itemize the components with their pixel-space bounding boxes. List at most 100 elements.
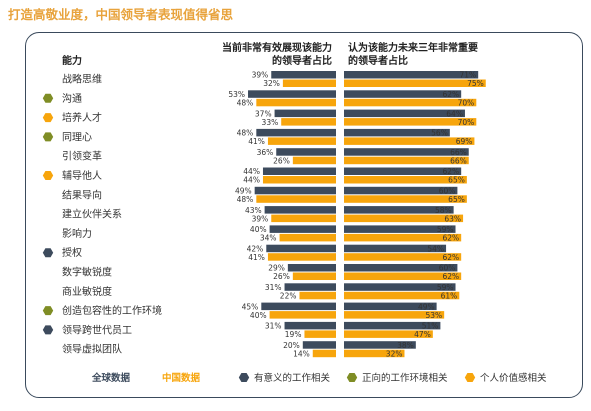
value-label: 49% xyxy=(235,187,252,196)
bar-global-current xyxy=(284,283,336,291)
value-label: 49% xyxy=(418,302,435,311)
bar-global-current xyxy=(284,321,336,330)
value-label: 59% xyxy=(437,283,454,292)
category-label: 创造包容性的工作环境 xyxy=(62,304,162,317)
category-label: 引领变革 xyxy=(62,150,102,163)
bar-global-current xyxy=(269,225,336,233)
hexagon-legend-icon xyxy=(238,373,250,382)
hexagon-legend-icon xyxy=(346,373,358,382)
bar-china-future xyxy=(344,214,464,223)
value-label: 65% xyxy=(448,176,465,185)
bar-china-future xyxy=(344,349,405,358)
value-label: 70% xyxy=(458,118,475,127)
bar-china-future xyxy=(344,233,462,242)
value-label: 29% xyxy=(268,264,285,273)
bar-china-current xyxy=(256,195,336,203)
value-label: 51% xyxy=(422,322,439,331)
bar-china-current xyxy=(281,118,336,126)
hexagon-legend-icon xyxy=(464,373,476,382)
category-label: 沟通 xyxy=(62,92,82,105)
value-label: 69% xyxy=(456,137,473,146)
bar-china-future xyxy=(344,253,462,261)
value-label: 32% xyxy=(386,349,403,358)
bar-china-current xyxy=(292,272,336,280)
value-label: 62% xyxy=(443,167,460,176)
hexagon-marker-icon xyxy=(42,132,54,142)
value-label: 31% xyxy=(265,322,282,331)
value-label: 39% xyxy=(252,214,269,223)
bar-china-current xyxy=(279,233,336,242)
right-panel-title: 的领导者占比 xyxy=(348,54,408,67)
bar-global-current xyxy=(274,109,336,118)
bar-global-future xyxy=(344,321,441,330)
category-label: 建立伙伴关系 xyxy=(62,208,122,221)
bar-global-current xyxy=(261,302,336,311)
bar-global-current xyxy=(262,167,336,175)
bar-global-future xyxy=(344,128,450,137)
bar-global-future xyxy=(344,225,456,233)
chart-frame xyxy=(25,32,583,398)
value-label: 26% xyxy=(273,156,290,165)
bar-china-current xyxy=(267,137,336,145)
category-label: 商业敏锐度 xyxy=(62,285,112,298)
category-label: 领导虚拟团队 xyxy=(62,343,122,356)
value-label: 54% xyxy=(427,244,444,253)
value-label: 53% xyxy=(425,311,442,320)
value-label: 44% xyxy=(243,167,260,176)
bar-china-future xyxy=(344,118,477,126)
bar-china-future xyxy=(344,176,467,184)
value-label: 62% xyxy=(443,234,460,243)
page-title: 打造高敬业度，中国领导者表现值得省思 xyxy=(8,7,234,22)
bar-global-future xyxy=(344,341,416,349)
value-label: 31% xyxy=(265,283,282,292)
bar-global-current xyxy=(254,186,336,195)
value-label: 61% xyxy=(441,292,458,301)
legend-positive-environment: 正向的工作环境相关 xyxy=(362,372,448,384)
bar-china-future xyxy=(344,156,469,165)
value-label: 66% xyxy=(450,148,467,157)
category-label: 影响力 xyxy=(62,227,92,240)
value-label: 40% xyxy=(250,225,267,234)
bar-global-future xyxy=(344,283,456,291)
category-label: 培养人才 xyxy=(62,111,102,124)
bar-china-future xyxy=(344,291,460,300)
bar-global-future xyxy=(344,109,465,118)
left-panel-title: 当前非常有效展现该能力 xyxy=(222,41,332,54)
bar-global-current xyxy=(302,341,336,349)
bar-global-future xyxy=(344,186,458,195)
value-label: 44% xyxy=(243,176,260,185)
value-label: 62% xyxy=(443,272,460,281)
bar-china-current xyxy=(299,291,336,300)
category-label: 辅导他人 xyxy=(62,169,102,182)
legend-global: 全球数据 xyxy=(91,372,131,384)
value-label: 34% xyxy=(260,234,277,243)
bar-china-current xyxy=(256,98,336,107)
value-label: 41% xyxy=(248,253,265,262)
bar-china-future xyxy=(344,98,477,107)
legend-china: 中国数据 xyxy=(162,372,201,384)
value-label: 19% xyxy=(285,330,302,339)
category-label: 领导跨世代员工 xyxy=(62,323,132,336)
category-label: 同理心 xyxy=(62,131,92,143)
value-label: 59% xyxy=(437,225,454,234)
value-label: 62% xyxy=(443,253,460,262)
hexagon-marker-icon xyxy=(42,325,54,335)
value-label: 48% xyxy=(237,99,254,108)
value-label: 75% xyxy=(467,79,484,88)
hexagon-marker-icon xyxy=(42,113,54,123)
bar-global-future xyxy=(344,71,479,79)
value-label: 43% xyxy=(245,206,262,215)
column-header: 能力 xyxy=(62,54,82,67)
value-label: 42% xyxy=(247,244,264,253)
bar-global-current xyxy=(256,128,336,137)
bar-global-current xyxy=(271,71,336,79)
bar-global-future xyxy=(344,148,469,156)
value-label: 48% xyxy=(237,195,254,204)
value-label: 60% xyxy=(439,264,456,273)
category-label: 结果导向 xyxy=(62,188,102,201)
value-label: 62% xyxy=(443,90,460,99)
value-label: 22% xyxy=(280,292,297,301)
bar-global-future xyxy=(344,206,454,214)
bar-china-future xyxy=(344,79,486,87)
